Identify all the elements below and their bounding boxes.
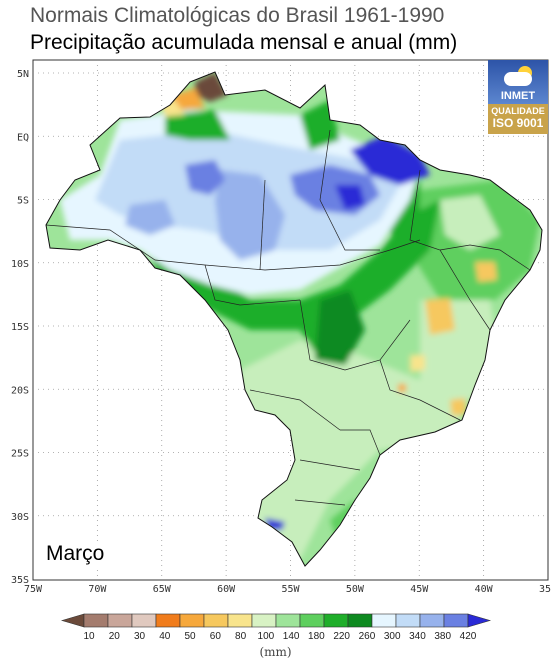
lat-label: 20S xyxy=(11,385,29,396)
legend-tick-label: 30 xyxy=(134,631,146,642)
legend-tick-label: 60 xyxy=(210,631,222,642)
map-subtitle: Precipitação acumulada mensal e anual (m… xyxy=(30,31,458,54)
longitude-labels: 75W 70W 65W 60W 55W 50W 45W 40W 35W xyxy=(24,584,551,595)
legend-unit: (mm) xyxy=(259,645,292,659)
state-boundaries xyxy=(45,129,531,506)
inmet-logo: INMET QUALIDADE ISO 9001 xyxy=(488,60,548,134)
lat-label: 10S xyxy=(11,259,29,270)
legend-tick-label: 50 xyxy=(185,631,197,642)
legend-color-swatch xyxy=(395,613,421,628)
legend-color-swatch xyxy=(347,613,373,628)
legend-tick-label: 300 xyxy=(384,631,401,642)
legend-tick-label: 420 xyxy=(460,631,477,642)
legend-color-swatch xyxy=(323,613,349,628)
legend-tick-label: 10 xyxy=(83,631,95,642)
legend-tick-label: 220 xyxy=(333,631,350,642)
lon-label: 75W xyxy=(24,584,43,595)
legend-tick-label: 340 xyxy=(409,631,426,642)
lon-label: 35W xyxy=(539,584,551,595)
lon-label: 45W xyxy=(410,584,429,595)
legend-tick-label: 260 xyxy=(359,631,376,642)
legend-tick-label: 80 xyxy=(235,631,247,642)
legend-color-swatch xyxy=(131,613,157,628)
legend-color-swatch xyxy=(203,613,229,628)
lat-label: 5N xyxy=(17,69,29,80)
legend-color-swatch xyxy=(227,613,253,628)
latitude-labels: 5N EQ 5S 10S 15S 20S 25S 30S 35S xyxy=(11,69,29,586)
legend-color-swatch xyxy=(371,613,397,628)
map-title: Normais Climatológicas do Brasil 1961-19… xyxy=(30,4,445,27)
legend-tick-label: 40 xyxy=(159,631,171,642)
legend-color-swatch xyxy=(83,613,109,628)
lat-label: 15S xyxy=(11,322,29,333)
legend-tick-label: 100 xyxy=(258,631,275,642)
legend-color-swatch xyxy=(155,613,181,628)
lon-label: 70W xyxy=(88,584,107,595)
lon-label: 55W xyxy=(281,584,300,595)
logo-name: INMET xyxy=(500,90,536,102)
lon-label: 65W xyxy=(153,584,172,595)
legend-color-swatch xyxy=(107,613,133,628)
legend-colorbar xyxy=(60,613,492,628)
legend-tick-label: 380 xyxy=(434,631,451,642)
month-label: Março xyxy=(44,542,107,566)
legend-ticks: 10 20 30 40 50 60 80 100 140 180 220 260 300 340 380 42… xyxy=(83,631,476,642)
lon-label: 40W xyxy=(475,584,494,595)
legend-color-swatch xyxy=(419,613,445,628)
lon-label: 50W xyxy=(346,584,365,595)
legend-tick-label: 180 xyxy=(308,631,325,642)
lat-label: 30S xyxy=(11,512,29,523)
quality-label: QUALIDADE xyxy=(491,106,545,116)
lat-label: 25S xyxy=(11,449,29,460)
legend-tick-label: 140 xyxy=(283,631,300,642)
legend-color-swatch xyxy=(275,613,301,628)
lat-label: 5S xyxy=(17,196,29,207)
iso-label: ISO 9001 xyxy=(492,116,544,130)
lon-label: 60W xyxy=(217,584,236,595)
legend-tick-label: 20 xyxy=(109,631,121,642)
legend-color-swatch xyxy=(251,613,277,628)
legend-color-swatch xyxy=(179,613,205,628)
legend-overflow-triangle xyxy=(467,613,492,628)
lat-label: 35S xyxy=(11,575,29,586)
lat-label: EQ xyxy=(17,132,29,143)
legend-underflow-triangle xyxy=(60,613,85,628)
legend-color-swatch xyxy=(299,613,325,628)
legend-color-swatch xyxy=(443,613,469,628)
